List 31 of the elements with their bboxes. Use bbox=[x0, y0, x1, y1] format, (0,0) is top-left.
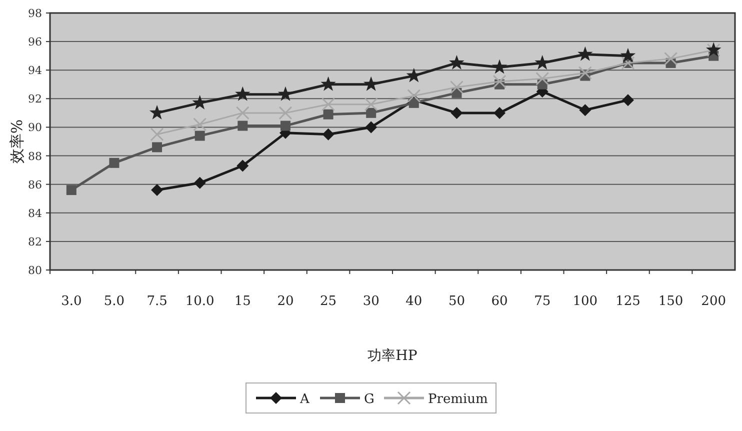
x-tick-label: 75 bbox=[534, 294, 551, 309]
x-tick-label: 3.0 bbox=[61, 294, 82, 309]
y-tick-label: 86 bbox=[28, 178, 42, 192]
y-tick-label: 94 bbox=[28, 64, 42, 78]
y-tick-label: 82 bbox=[28, 235, 42, 248]
y-tick-label: 96 bbox=[28, 36, 42, 49]
x-tick-label: 125 bbox=[616, 294, 640, 309]
x-tick-label: 100 bbox=[572, 294, 598, 309]
x-tick-label: 200 bbox=[701, 294, 726, 309]
legend-label: A bbox=[299, 392, 310, 407]
x-tick-label: 40 bbox=[406, 294, 422, 309]
x-tick-label: 15 bbox=[234, 294, 251, 309]
x-tick-label: 10.0 bbox=[185, 294, 214, 309]
x-tick-label: 25 bbox=[320, 294, 337, 309]
y-axis-title: 效率% bbox=[8, 119, 26, 164]
x-tick-label: 50 bbox=[448, 294, 465, 309]
x-axis-title: 功率HP bbox=[368, 348, 418, 364]
y-tick-label: 92 bbox=[28, 92, 42, 106]
legend-label: Premium bbox=[428, 392, 488, 407]
y-tick-label: 90 bbox=[28, 121, 42, 134]
legend-label: G bbox=[364, 392, 374, 407]
y-tick-label: 98 bbox=[28, 7, 42, 20]
x-tick-label: 5.0 bbox=[104, 294, 125, 309]
y-tick-label: 84 bbox=[28, 206, 42, 220]
x-tick-label: 7.5 bbox=[146, 294, 168, 309]
y-tick-label: 88 bbox=[28, 150, 42, 163]
x-tick-label: 30 bbox=[362, 294, 380, 309]
x-tick-label: 60 bbox=[491, 294, 508, 309]
x-tick-label: 150 bbox=[658, 294, 684, 309]
y-tick-label: 80 bbox=[28, 264, 42, 277]
x-tick-label: 20 bbox=[277, 294, 294, 309]
